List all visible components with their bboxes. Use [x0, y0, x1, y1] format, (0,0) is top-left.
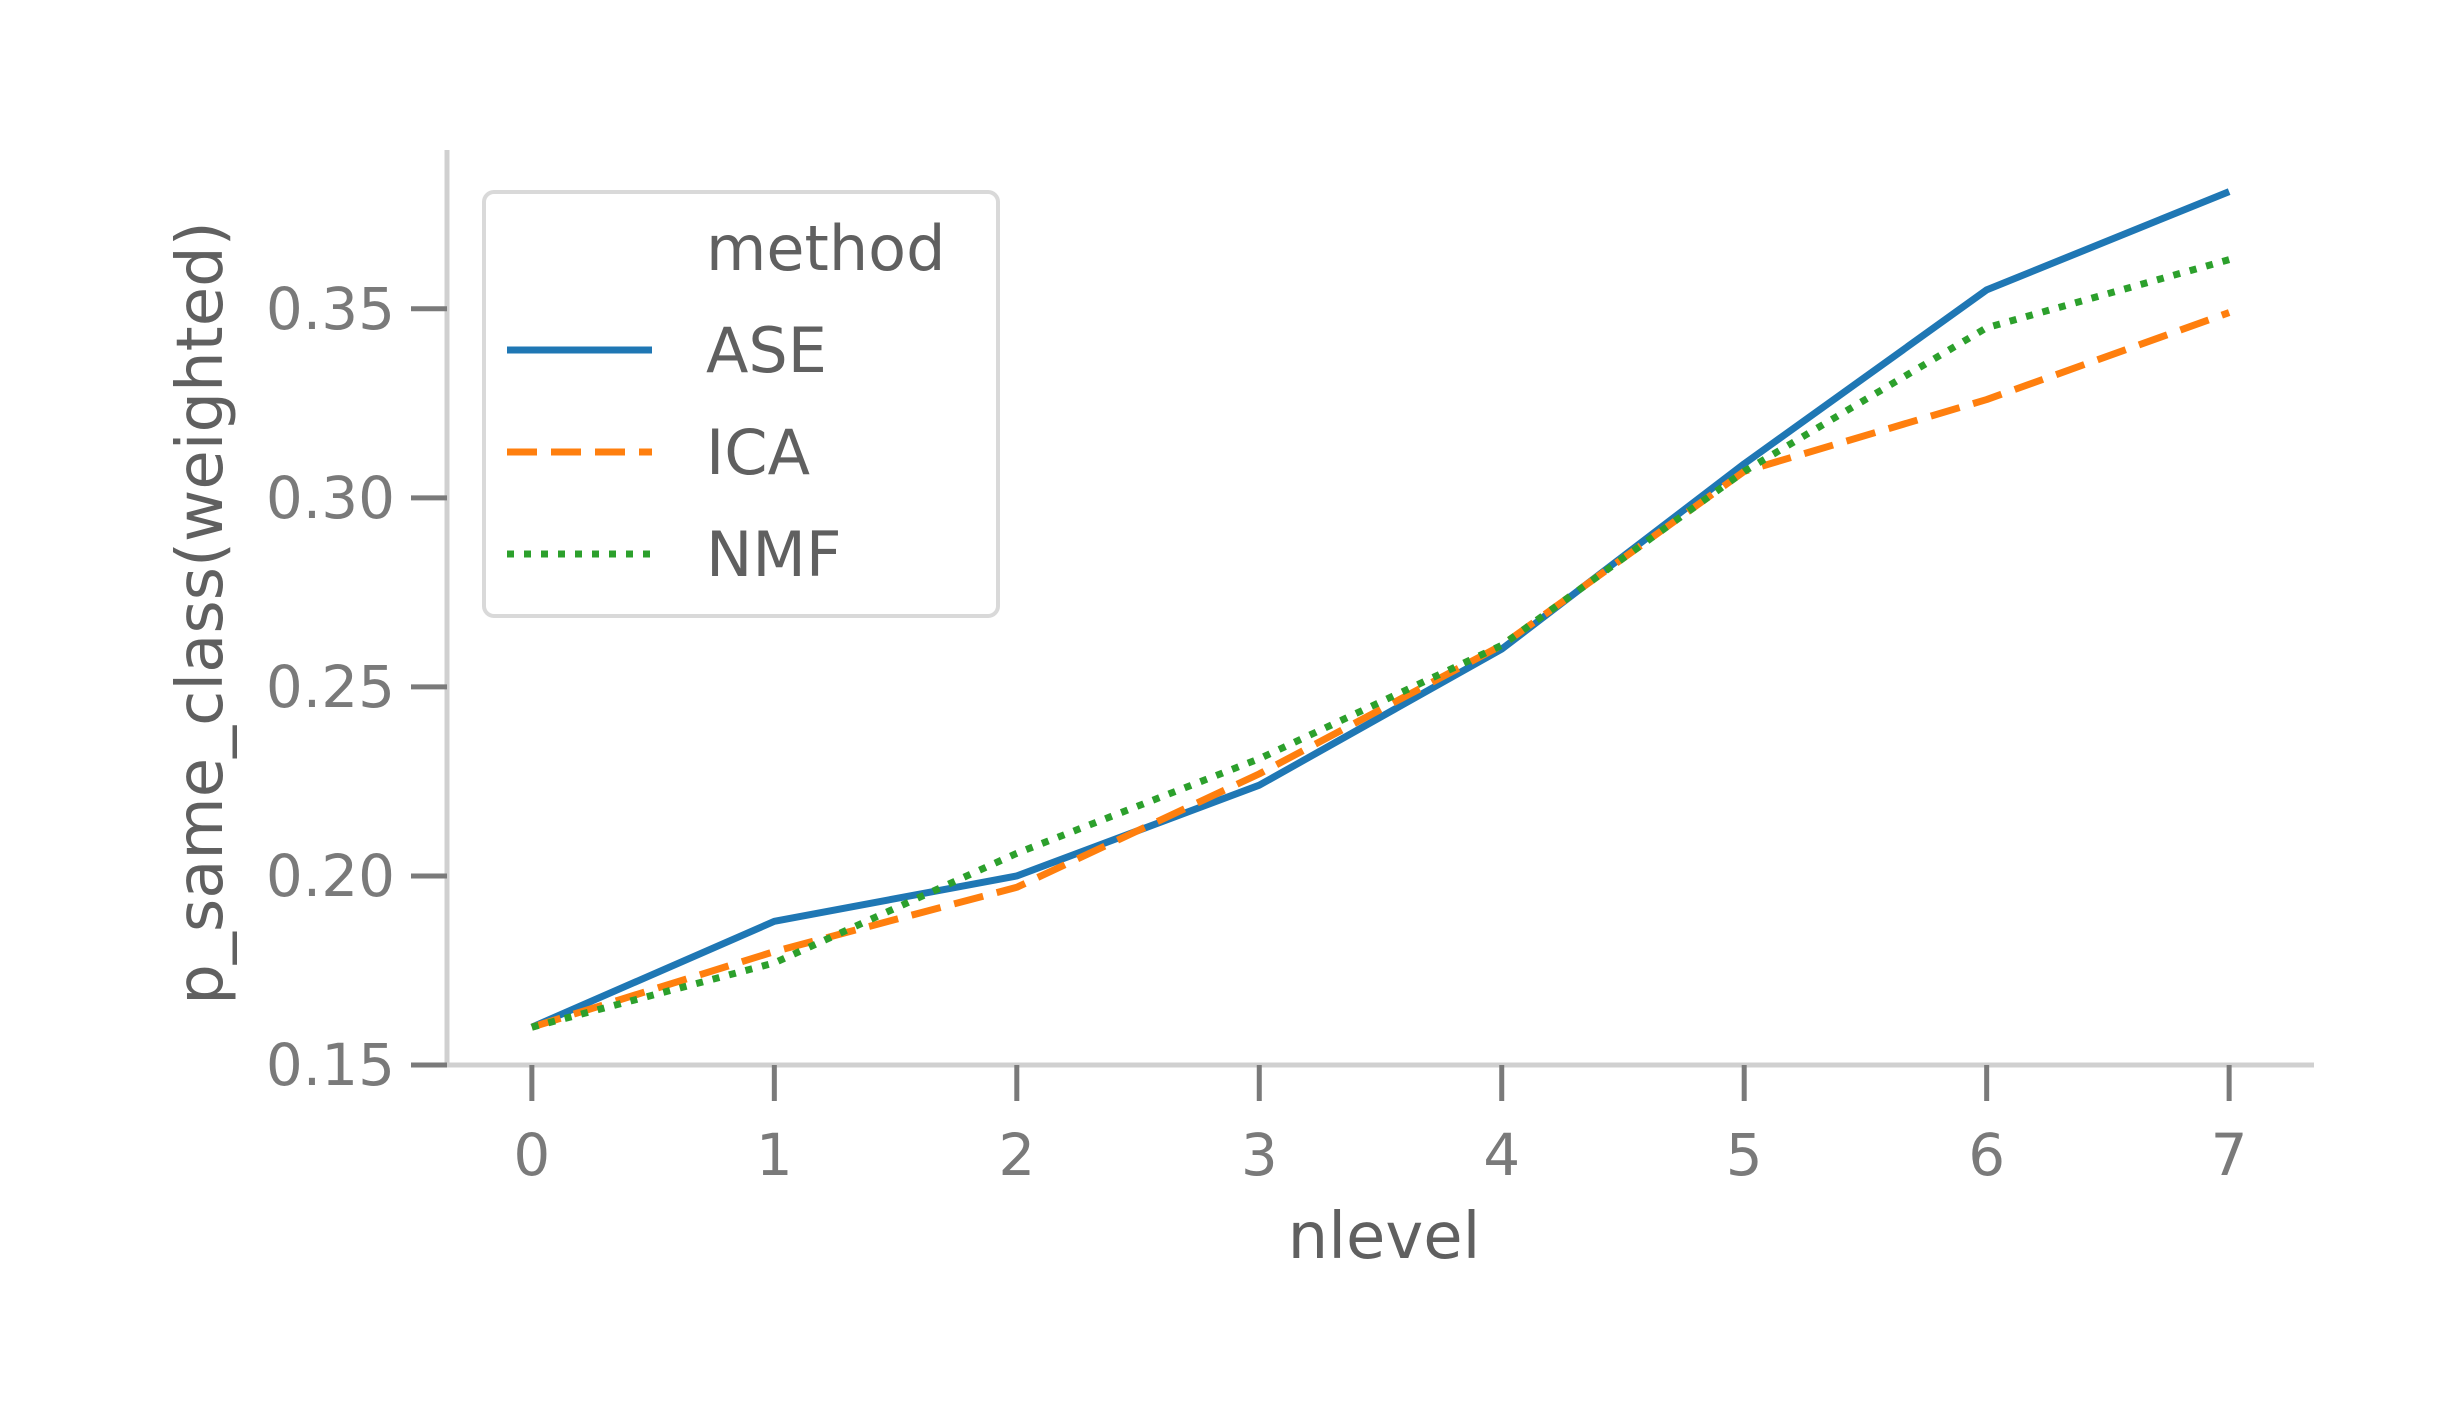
series-line-ica — [530, 309, 2231, 1031]
x-ticks: 0 1 2 3 4 5 6 7 — [513, 1065, 2248, 1189]
y-axis-label: p_same_class(weighted) — [164, 221, 238, 1005]
y-tick-label: 0.30 — [266, 464, 395, 532]
x-tick-label: 6 — [1968, 1121, 2005, 1189]
legend: method ASE ICA NMF — [482, 190, 1000, 618]
y-ticks: 0.15 0.20 0.25 0.30 0.35 — [266, 275, 447, 1099]
legend-label-ase: ASE — [706, 314, 827, 387]
x-axis-label: nlevel — [1288, 1200, 1481, 1274]
legend-items: ASE ICA NMF — [507, 314, 842, 591]
x-tick-label: 7 — [2211, 1121, 2248, 1189]
x-tick-label: 1 — [756, 1121, 793, 1189]
legend-box — [482, 190, 1000, 618]
legend-label-ica: ICA — [706, 416, 810, 489]
x-tick-label: 4 — [1483, 1121, 1520, 1189]
series-line-nmf — [530, 256, 2231, 1031]
y-tick-label: 0.25 — [266, 653, 395, 721]
y-tick-label: 0.20 — [266, 842, 395, 910]
axes: 0.15 0.20 0.25 0.30 0.35 0 1 2 3 4 5 6 7 — [266, 150, 2314, 1189]
series-layer — [530, 188, 2231, 1031]
x-tick-label: 3 — [1241, 1121, 1278, 1189]
series-line-ase — [530, 188, 2231, 1031]
x-tick-label: 5 — [1726, 1121, 1763, 1189]
legend-label-nmf: NMF — [706, 518, 842, 591]
x-tick-label: 0 — [513, 1121, 550, 1189]
x-tick-label: 2 — [998, 1121, 1035, 1189]
legend-title: method — [706, 212, 945, 285]
y-tick-label: 0.35 — [266, 275, 395, 343]
y-tick-label: 0.15 — [266, 1031, 395, 1099]
